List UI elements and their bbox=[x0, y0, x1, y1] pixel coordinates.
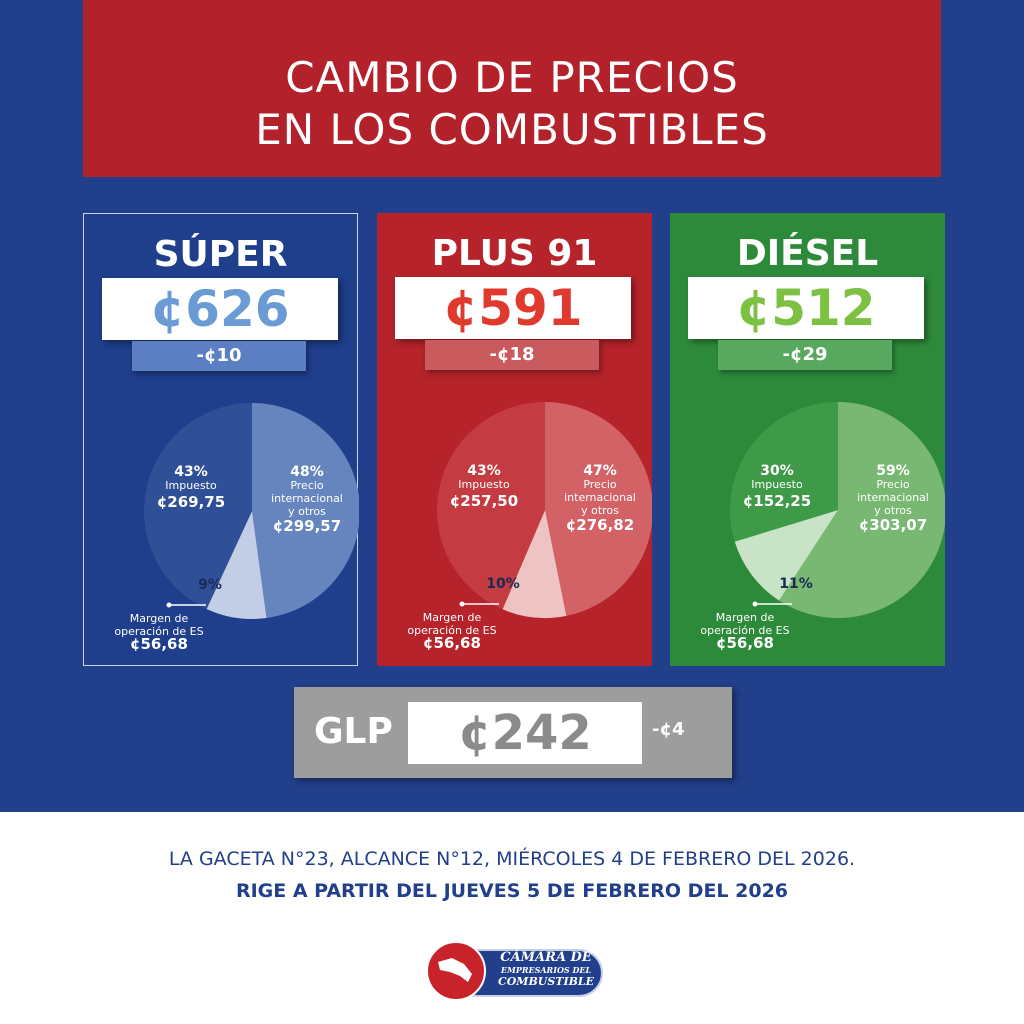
glp-price: ¢242 bbox=[408, 702, 642, 764]
effective-date: RIGE A PARTIR DEL JUEVES 5 DE FEBRERO DE… bbox=[235, 880, 789, 902]
pie-slice-0 bbox=[779, 402, 945, 618]
margin-label: Margen de operación de ES ¢56,68 bbox=[700, 611, 790, 652]
pie-chart bbox=[436, 402, 652, 618]
fuel-card: SÚPER ¢626 -¢10 43% Impuesto ¢269,75 48% Pr… bbox=[83, 213, 359, 666]
intl-price-label: 59% Precio internacional y otros ¢303,07 bbox=[857, 463, 929, 534]
fuel-name: SÚPER bbox=[153, 234, 288, 275]
glp-change: -¢4 bbox=[652, 719, 685, 740]
title-line-1: CAMBIO DE PRECIOS bbox=[285, 53, 739, 102]
margin-dot bbox=[166, 602, 172, 608]
pie-slice-1 bbox=[206, 511, 267, 619]
pie-chart bbox=[144, 403, 359, 619]
margin-pct: 9% bbox=[198, 577, 222, 593]
title-line-2: EN LOS COMBUSTIBLES bbox=[255, 105, 769, 154]
margin-label: Margen de operación de ES ¢56,68 bbox=[114, 612, 204, 653]
gazette-reference: LA GACETA N°23, ALCANCE N°12, MIÉRCOLES … bbox=[168, 848, 856, 870]
pie-slice-1 bbox=[734, 510, 838, 601]
tax-label: 43% Impuesto ¢257,50 bbox=[449, 463, 519, 510]
margin-dot bbox=[459, 601, 465, 607]
fuel-price: ¢591 bbox=[395, 277, 631, 339]
pie-slice-2 bbox=[144, 403, 252, 609]
tax-label: 30% Impuesto ¢152,25 bbox=[742, 463, 812, 510]
fuel-name: DIÉSEL bbox=[736, 233, 879, 274]
price-change: -¢29 bbox=[718, 340, 892, 370]
logo-graphic bbox=[426, 941, 603, 1001]
pie-slice-0 bbox=[252, 403, 359, 619]
fuel-name: PLUS 91 bbox=[431, 233, 598, 274]
glp-name: GLP bbox=[314, 711, 393, 752]
price-change: -¢18 bbox=[425, 340, 599, 370]
pie-chart bbox=[730, 402, 945, 618]
pie-slice-2 bbox=[730, 402, 838, 542]
margin-dot bbox=[752, 601, 758, 607]
margin-label: Margen de operación de ES ¢56,68 bbox=[407, 611, 497, 652]
pie-slice-0 bbox=[545, 402, 652, 616]
pie-slice-2 bbox=[436, 402, 545, 610]
logo-text-1: CÁMARA DE bbox=[500, 950, 592, 965]
margin-pct: 10% bbox=[486, 576, 520, 592]
glp-panel: GLP ¢242 -¢4 bbox=[294, 687, 732, 778]
logo-text-3: COMBUSTIBLE bbox=[497, 975, 595, 988]
logo: CÁMARA DE EMPRESARIOS DEL COMBUSTIBLE bbox=[424, 940, 604, 1002]
fuel-price: ¢626 bbox=[102, 278, 338, 340]
fuel-card: DIÉSEL ¢512 -¢29 30% Impuesto ¢152,25 59% P… bbox=[670, 213, 945, 666]
intl-price-label: 47% Precio internacional y otros ¢276,82 bbox=[564, 463, 636, 534]
fuel-card: PLUS 91 ¢591 -¢18 43% Impuesto ¢257,50 47%… bbox=[377, 213, 652, 666]
logo-text-2: EMPRESARIOS DEL bbox=[500, 965, 592, 975]
fuel-price: ¢512 bbox=[688, 277, 924, 339]
pie-slice-1 bbox=[502, 510, 567, 618]
page-title: CAMBIO DE PRECIOS EN LOS COMBUSTIBLES bbox=[83, 0, 941, 177]
price-change: -¢10 bbox=[132, 341, 306, 371]
margin-pct: 11% bbox=[779, 576, 813, 592]
tax-label: 43% Impuesto ¢269,75 bbox=[156, 464, 226, 511]
intl-price-label: 48% Precio internacional y otros ¢299,57 bbox=[271, 464, 343, 535]
